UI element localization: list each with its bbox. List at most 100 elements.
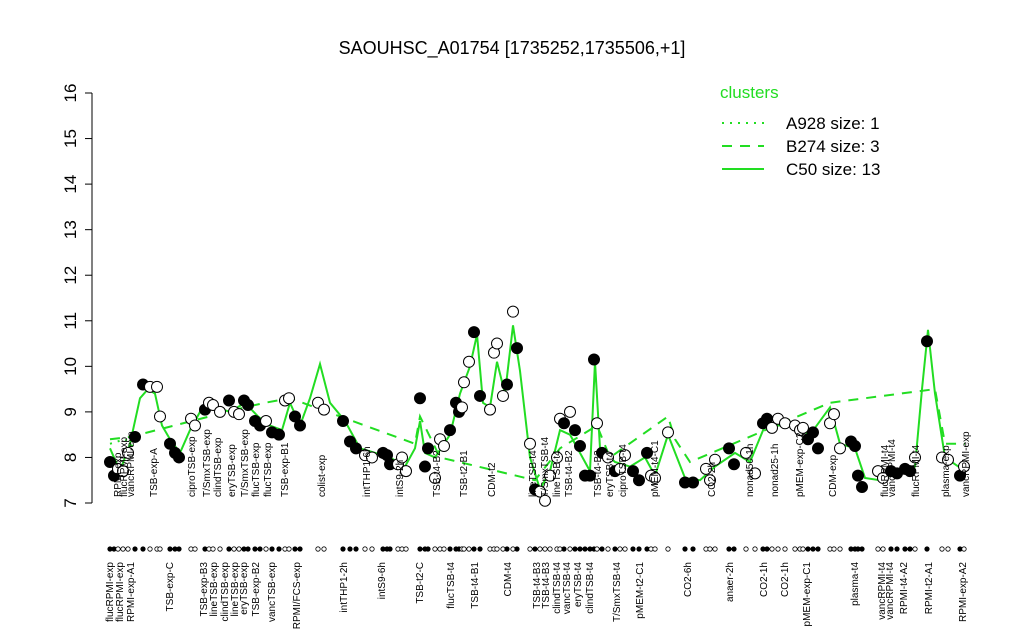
y-tick-label: 13	[61, 220, 80, 239]
point	[456, 401, 468, 414]
y-tick-label: 7	[61, 498, 80, 507]
rug-mark	[167, 546, 173, 552]
rug-mark	[547, 546, 553, 552]
point	[877, 471, 889, 484]
rug-mark	[125, 546, 131, 552]
rug-mark	[805, 546, 811, 552]
rug-mark	[961, 546, 967, 552]
point	[834, 442, 846, 455]
point	[723, 442, 735, 455]
sample-label: CDM-t4	[503, 562, 514, 597]
y-tick-label: 8	[61, 453, 80, 462]
rug-mark	[617, 546, 623, 552]
point	[429, 471, 441, 484]
sample-label: TSB-t4-B1	[470, 562, 481, 609]
rug-mark	[315, 546, 321, 552]
sample-label: TSB-t4-B2	[564, 450, 575, 497]
rug-mark	[726, 546, 732, 552]
rug-mark	[888, 546, 894, 552]
rug-mark	[353, 546, 359, 552]
sample-label: vancRPMI-t4	[877, 562, 888, 620]
point	[534, 485, 546, 498]
sample-label: flucTSB-t4	[446, 562, 457, 609]
point	[828, 408, 840, 421]
rug-mark	[217, 546, 223, 552]
sample-label: RPMI-exp-A1	[126, 562, 137, 622]
sample-label: pMEM-exp-C2	[795, 432, 806, 497]
sample-label: T/SmxTSB-t4	[612, 562, 623, 622]
sample-label: CO2-1h	[780, 562, 791, 597]
point	[704, 474, 716, 487]
sample-label: flucRPMI-t4	[911, 444, 922, 497]
rug-mark	[815, 546, 821, 552]
sample-label: pMEM-t4-C1	[650, 440, 661, 497]
sample-label: TSB-exp-C	[165, 562, 176, 611]
rug-mark	[192, 546, 198, 552]
sample-label: lineTSB-exp	[209, 562, 220, 617]
chart-title: SAOUHSC_A01754 [1735252,1735506,+1]	[339, 38, 686, 59]
point	[233, 408, 245, 421]
y-tick-label: 14	[61, 175, 80, 194]
point	[558, 417, 570, 430]
sample-label: CO2-1h	[759, 562, 770, 597]
y-tick-label: 12	[61, 266, 80, 285]
sample-label: intTHP1-2h	[339, 562, 350, 613]
rug-mark	[461, 546, 467, 552]
sample-label: lineTSB-exp	[230, 562, 241, 617]
point	[564, 405, 576, 418]
point	[649, 471, 661, 484]
cluster-line	[109, 438, 136, 450]
rug-mark	[859, 546, 865, 552]
sample-label: T/SmxTSB-t4	[540, 437, 551, 497]
point	[468, 326, 480, 339]
rug-mark	[441, 546, 447, 552]
rug-mark	[115, 546, 121, 552]
sample-label: TSB-t4-B3	[541, 562, 552, 609]
sample-label: RPMI-exp	[113, 452, 124, 497]
rug-mark	[321, 546, 327, 552]
sample-label: flucTSB-exp	[263, 442, 274, 497]
rug-mark	[369, 546, 375, 552]
point	[728, 458, 740, 471]
rug-mark	[403, 546, 409, 552]
rug-mark	[652, 546, 658, 552]
sample-label: vancTSB-t4	[562, 562, 573, 615]
sample-label: vancRPMI-t4	[887, 439, 898, 497]
sample-label: TSB-t4-B2	[432, 450, 443, 497]
rug-mark	[582, 546, 588, 552]
point	[524, 437, 536, 450]
rug-mark	[731, 546, 737, 552]
rug-mark	[147, 546, 153, 552]
y-tick-label: 15	[61, 129, 80, 148]
rug-mark	[612, 546, 618, 552]
point	[422, 442, 434, 455]
rug-mark	[263, 546, 269, 552]
rug-mark	[752, 546, 758, 552]
point	[641, 446, 653, 459]
rug-mark	[297, 546, 303, 552]
rug-mark	[236, 546, 242, 552]
rug-mark	[902, 546, 908, 552]
point	[584, 469, 596, 482]
sample-label: TSB-t4-B3	[532, 562, 543, 609]
sample-label: vancRPMI-exp	[126, 431, 137, 497]
rug-mark	[707, 546, 713, 552]
rug-mark	[542, 546, 548, 552]
rug-mark	[743, 546, 749, 552]
sample-label: vancRPMI-exp	[961, 431, 972, 497]
rug-mark	[245, 546, 251, 552]
rug-mark	[514, 546, 520, 552]
sample-label: TSB-exp-B3	[199, 562, 210, 617]
rug-mark	[831, 546, 837, 552]
point	[491, 337, 503, 350]
point	[396, 451, 408, 464]
sample-label: flucRPMI-t4	[880, 444, 891, 497]
sample-label: eryTSB-t4	[605, 452, 616, 497]
sample-label: pMEM-t2-C1	[635, 562, 646, 619]
sample-label: intS9-6h	[377, 562, 388, 599]
sample-label: clindTSB-exp	[220, 562, 231, 622]
sample-label: TSB-t2-C	[415, 562, 426, 604]
point	[551, 451, 563, 464]
